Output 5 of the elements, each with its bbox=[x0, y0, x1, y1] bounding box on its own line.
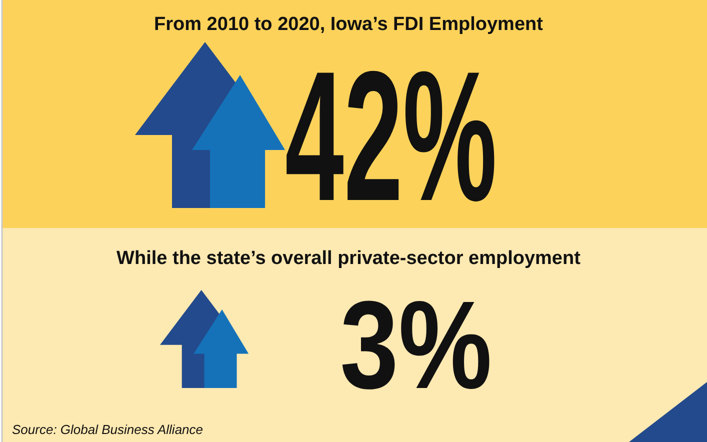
data-label: 42% bbox=[285, 34, 656, 240]
category-label: From 2010 to 2020, Iowa’s FDI Employment bbox=[154, 14, 544, 35]
source-note: Source: Global Business Alliance bbox=[12, 422, 204, 437]
category-label: While the state’s overall private-sector employment bbox=[116, 248, 582, 269]
data-label: 3% bbox=[340, 276, 521, 415]
